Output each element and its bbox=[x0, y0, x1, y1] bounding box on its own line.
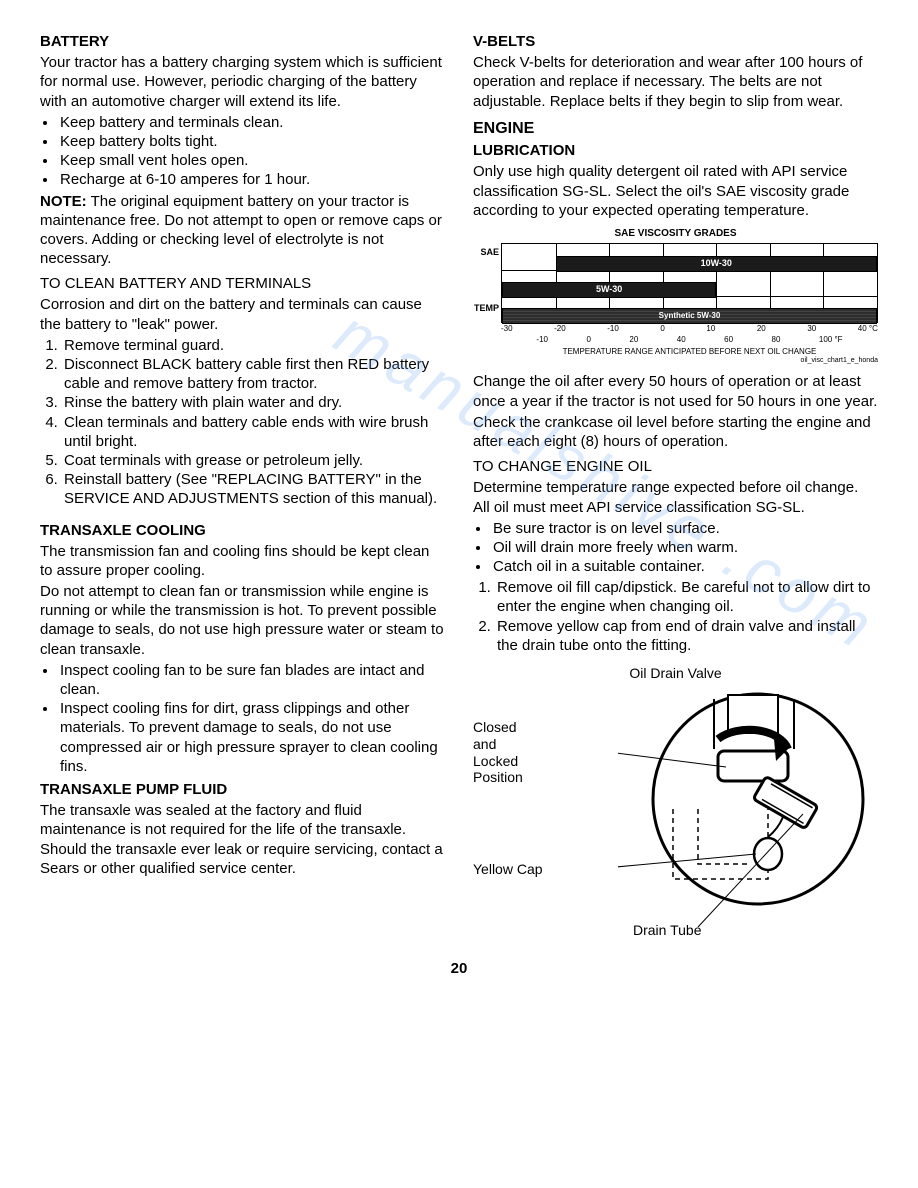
pumpfluid-heading: TRANSAXLE PUMP FLUID bbox=[40, 780, 445, 799]
vbelts-heading: V-BELTS bbox=[473, 32, 878, 51]
sae-axis-c: -30-20-10010203040 °C bbox=[501, 324, 878, 334]
sae-caption: TEMPERATURE RANGE ANTICIPATED BEFORE NEX… bbox=[501, 347, 878, 357]
list-item: Coat terminals with grease or petroleum … bbox=[62, 451, 445, 470]
page-columns: BATTERY Your tractor has a battery charg… bbox=[40, 30, 878, 939]
sae-plot: 10W-30 5W-30 Synthetic 5W-30 bbox=[501, 243, 878, 323]
list-item: Reinstall battery (See "REPLACING BATTER… bbox=[62, 470, 445, 508]
list-item: Disconnect BLACK battery cable first the… bbox=[62, 355, 445, 393]
closed-label: ClosedandLockedPosition bbox=[473, 719, 523, 786]
sae-caption2: oil_visc_chart1_e_honda bbox=[501, 357, 878, 366]
sae-ylabel: SAE TEMP bbox=[473, 243, 501, 323]
list-item: Remove oil fill cap/dipstick. Be careful… bbox=[495, 578, 878, 616]
battery-note: NOTE: The original equipment battery on … bbox=[40, 192, 445, 269]
sae-axis-f: -10020406080100 °F bbox=[501, 335, 878, 345]
sae-y-top: SAE bbox=[480, 247, 499, 259]
list-item: Oil will drain more freely when warm. bbox=[491, 538, 878, 557]
drain-body: ClosedandLockedPosition Yellow Cap Drain… bbox=[473, 689, 878, 939]
battery-heading: BATTERY bbox=[40, 32, 445, 51]
left-column: BATTERY Your tractor has a battery charg… bbox=[40, 30, 445, 939]
page-number: 20 bbox=[40, 959, 878, 978]
pumpfluid-p: The transaxle was sealed at the factory … bbox=[40, 801, 445, 878]
drain-svg bbox=[618, 689, 878, 934]
lubrication-p: Only use high quality detergent oil rate… bbox=[473, 162, 878, 220]
transcooling-p1: The transmission fan and cooling fins sh… bbox=[40, 542, 445, 580]
sae-title: SAE VISCOSITY GRADES bbox=[473, 228, 878, 241]
list-item: Catch oil in a suitable container. bbox=[491, 557, 878, 576]
list-item: Remove yellow cap from end of drain valv… bbox=[495, 617, 878, 655]
sae-y-temp: TEMP bbox=[474, 303, 499, 315]
engine-heading: ENGINE bbox=[473, 119, 878, 139]
right-column: V-BELTS Check V-belts for deterioration … bbox=[473, 30, 878, 939]
list-item: Inspect cooling fins for dirt, grass cli… bbox=[58, 699, 445, 776]
transcooling-bullets: Inspect cooling fan to be sure fan blade… bbox=[40, 661, 445, 776]
sae-bar: 10W-30 bbox=[556, 256, 877, 272]
vbelts-p: Check V-belts for deterioration and wear… bbox=[473, 53, 878, 111]
list-item: Inspect cooling fan to be sure fan blade… bbox=[58, 661, 445, 699]
oilchange-p2: Check the crankcase oil level before sta… bbox=[473, 413, 878, 451]
list-item: Be sure tractor is on level surface. bbox=[491, 519, 878, 538]
change-heading: TO CHANGE ENGINE OIL bbox=[473, 457, 878, 476]
clean-heading: TO CLEAN BATTERY AND TERMINALS bbox=[40, 274, 445, 293]
list-item: Remove terminal guard. bbox=[62, 336, 445, 355]
list-item: Keep small vent holes open. bbox=[58, 151, 445, 170]
note-text: The original equipment battery on your t… bbox=[40, 193, 442, 268]
change-bullets: Be sure tractor is on level surface. Oil… bbox=[473, 519, 878, 577]
sae-bar: Synthetic 5W-30 bbox=[502, 308, 877, 324]
clean-steps: Remove terminal guard. Disconnect BLACK … bbox=[40, 336, 445, 509]
battery-bullets: Keep battery and terminals clean. Keep b… bbox=[40, 113, 445, 190]
list-item: Keep battery bolts tight. bbox=[58, 132, 445, 151]
lubrication-heading: LUBRICATION bbox=[473, 141, 878, 160]
list-item: Keep battery and terminals clean. bbox=[58, 113, 445, 132]
transcooling-heading: TRANSAXLE COOLING bbox=[40, 521, 445, 540]
transcooling-p2: Do not attempt to clean fan or transmiss… bbox=[40, 582, 445, 659]
clean-intro: Corrosion and dirt on the battery and te… bbox=[40, 295, 445, 333]
yellow-cap-label: Yellow Cap bbox=[473, 861, 543, 879]
note-label: NOTE: bbox=[40, 193, 87, 210]
sae-body: SAE TEMP 10W-30 5W-30 Synthetic 5W-30 bbox=[473, 243, 878, 323]
battery-intro: Your tractor has a battery charging syst… bbox=[40, 53, 445, 111]
sae-bar: 5W-30 bbox=[502, 282, 716, 298]
drain-title: Oil Drain Valve bbox=[473, 665, 878, 683]
list-item: Rinse the battery with plain water and d… bbox=[62, 393, 445, 412]
sae-chart: SAE VISCOSITY GRADES SAE TEMP 10W-30 5W-3… bbox=[473, 228, 878, 366]
yellow-cap-icon bbox=[754, 838, 782, 870]
change-p: Determine temperature range expected bef… bbox=[473, 478, 878, 516]
oilchange-p1: Change the oil after every 50 hours of o… bbox=[473, 372, 878, 410]
list-item: Clean terminals and battery cable ends w… bbox=[62, 413, 445, 451]
list-item: Recharge at 6-10 amperes for 1 hour. bbox=[58, 170, 445, 189]
drain-figure: Oil Drain Valve ClosedandLockedPosition … bbox=[473, 665, 878, 939]
change-steps: Remove oil fill cap/dipstick. Be careful… bbox=[473, 578, 878, 655]
